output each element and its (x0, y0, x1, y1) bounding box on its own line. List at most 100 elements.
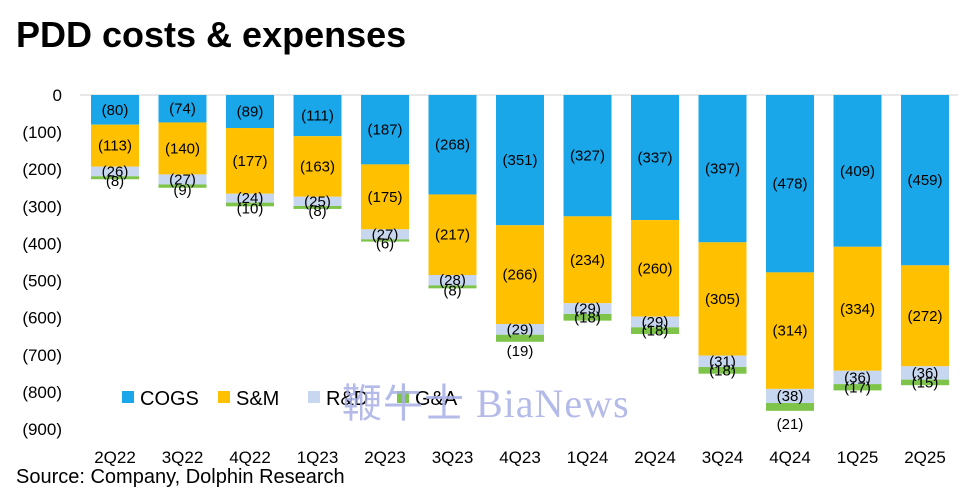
bar-segment-ga (428, 285, 477, 289)
data-label: (31) (709, 353, 736, 370)
legend-swatch (218, 391, 230, 403)
data-label: (29) (642, 314, 669, 331)
bar-segment-ga (496, 334, 544, 342)
x-tick-label: 2Q24 (634, 448, 676, 467)
data-label: (409) (840, 163, 875, 180)
bar-segment-ga (766, 403, 814, 411)
x-tick-label: 1Q23 (297, 448, 339, 467)
bar-segment-cogs (496, 95, 544, 226)
data-label: (29) (507, 321, 534, 338)
data-label: (9) (173, 182, 191, 199)
data-label: (177) (232, 153, 267, 170)
data-label: (260) (637, 260, 672, 277)
bar-segment-sm (91, 124, 139, 167)
data-label: (314) (772, 323, 807, 340)
data-label: (217) (435, 227, 470, 244)
bar-segment-rd (766, 388, 814, 404)
y-tick-label: (200) (22, 160, 62, 179)
data-label: (478) (772, 176, 807, 193)
bar-segment-sm (833, 246, 882, 371)
data-label: (38) (777, 388, 804, 405)
data-label: (459) (907, 172, 942, 189)
legend-label: G&A (415, 388, 458, 410)
data-label: (74) (169, 101, 196, 118)
bar-segment-ga (91, 176, 139, 180)
x-tick-label: 2Q23 (364, 448, 406, 467)
data-label: (18) (574, 309, 601, 326)
data-label: (89) (237, 104, 264, 121)
data-label: (18) (709, 362, 736, 379)
bar-segment-sm (361, 164, 409, 230)
bar-segment-cogs (293, 95, 342, 137)
bar-segment-rd (901, 366, 949, 380)
bar-segment-ga (698, 367, 747, 374)
bar-segment-rd (293, 196, 342, 206)
bar-segment-rd (428, 274, 477, 286)
watermark-text: 鞭牛士 BiaNews (342, 381, 630, 426)
x-tick-label: 4Q22 (229, 448, 271, 467)
bar-segment-rd (226, 193, 274, 203)
bar-segment-cogs (698, 95, 747, 243)
bar-segment-sm (698, 242, 747, 356)
x-tick-label: 3Q23 (432, 448, 474, 467)
x-tick-label: 4Q24 (769, 448, 811, 467)
data-label: (113) (98, 138, 132, 155)
data-label: (234) (570, 252, 605, 269)
x-tick-label: 1Q24 (567, 448, 609, 467)
bars (91, 95, 949, 411)
data-label: (10) (237, 200, 264, 217)
x-tick-label: 3Q22 (162, 448, 204, 467)
bar-segment-sm (226, 128, 274, 194)
bar-segment-sm (428, 194, 477, 275)
bar-segment-rd (361, 229, 409, 240)
x-tick-label: 3Q24 (702, 448, 744, 467)
bar-segment-cogs (563, 95, 612, 217)
data-label: (266) (502, 267, 537, 284)
data-label: (17) (844, 379, 871, 396)
data-label: (36) (912, 365, 939, 382)
bar-segment-cogs (901, 95, 949, 266)
bar-segment-sm (631, 220, 679, 317)
bar-segment-ga (563, 313, 612, 321)
data-label: (27) (169, 171, 196, 188)
bar-segment-rd (631, 316, 679, 328)
data-label: (111) (301, 108, 334, 125)
bar-segment-sm (293, 136, 342, 197)
bar-segment-cogs (833, 95, 882, 247)
data-label: (29) (574, 301, 601, 318)
bar-segment-rd (833, 370, 882, 385)
data-label: (337) (637, 150, 672, 167)
data-label: (36) (844, 369, 871, 386)
data-label: (18) (642, 323, 669, 340)
legend: COGS S&M R&D G&A (122, 388, 458, 410)
bar-segment-cogs (91, 95, 139, 125)
bar-segment-rd (563, 303, 612, 314)
data-label: (140) (165, 140, 200, 157)
y-tick-label: (900) (22, 420, 62, 439)
bar-segment-ga (226, 202, 274, 207)
data-label: (19) (507, 343, 534, 360)
bar-segment-cogs (631, 95, 679, 221)
data-label: (21) (777, 416, 804, 433)
data-label: (15) (912, 374, 939, 391)
data-label: (327) (570, 148, 605, 165)
data-label: (351) (502, 152, 537, 169)
legend-label: R&D (326, 388, 368, 410)
bar-segment-cogs (428, 95, 477, 195)
chart-title: PDD costs & expenses (16, 14, 407, 55)
bar-segment-rd (496, 323, 544, 335)
data-label: (163) (300, 158, 335, 175)
x-tick-label: 1Q25 (837, 448, 879, 467)
y-tick-label: (600) (22, 309, 62, 328)
x-tick-label: 4Q23 (499, 448, 541, 467)
data-label: (8) (106, 173, 124, 190)
x-tick-label: 2Q25 (904, 448, 946, 467)
legend-swatch (397, 391, 409, 403)
data-label: (80) (102, 102, 129, 119)
y-axis-ticks: 0 (100) (200) (300) (400) (500) (600) (700) (800… (22, 86, 62, 439)
data-label: (305) (705, 291, 740, 308)
legend-label: S&M (236, 388, 279, 410)
bar-segment-sm (496, 225, 544, 324)
data-label: (268) (435, 137, 470, 154)
